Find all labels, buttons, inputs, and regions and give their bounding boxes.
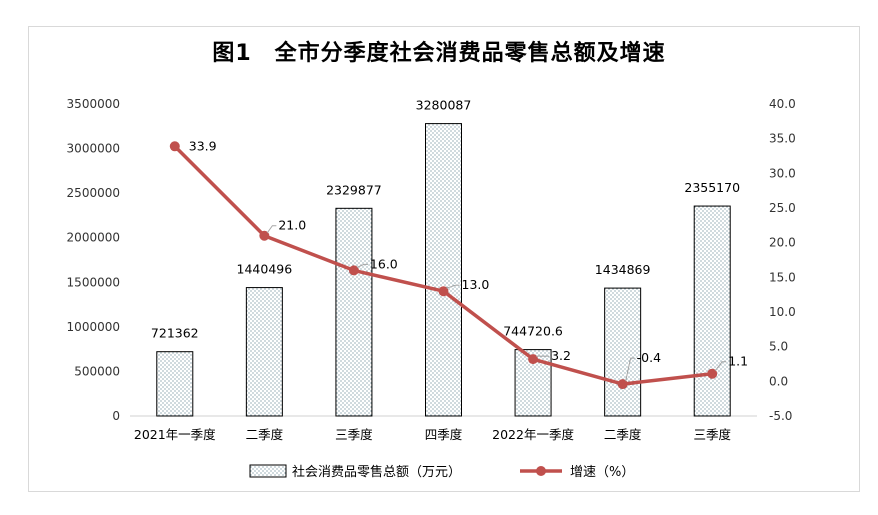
right-tick-label: 20.0 xyxy=(769,236,796,250)
bar-labels: 721362 1440496 2329877 3280087 744720.6 14348… xyxy=(151,98,740,341)
left-tick-label: 3500000 xyxy=(67,97,120,111)
right-tick-label: 35.0 xyxy=(769,132,796,146)
left-tick-label: 1500000 xyxy=(67,275,120,289)
leader-line xyxy=(625,357,635,382)
leader-line xyxy=(266,225,277,234)
legend: 社会消费品零售总额（万元） 增速（%） xyxy=(249,464,634,480)
legend-line-marker xyxy=(536,466,546,476)
bar-data-label: 1434869 xyxy=(595,262,651,277)
bar-data-label: 1440496 xyxy=(237,262,293,277)
line-point xyxy=(528,354,539,365)
bar xyxy=(604,287,642,417)
category-label: 三季度 xyxy=(335,427,373,442)
line-point xyxy=(259,230,270,241)
left-tick-label: 3000000 xyxy=(67,142,120,156)
category-label: 四季度 xyxy=(425,427,463,442)
legend-bar-swatch xyxy=(249,464,287,478)
line-data-label: 33.9 xyxy=(189,138,217,153)
chart-title: 图1 全市分季度社会消费品零售总额及增速 xyxy=(212,41,666,66)
line-data-label: 1.1 xyxy=(728,354,748,369)
bar xyxy=(156,351,194,417)
line-point xyxy=(169,141,180,152)
left-tick-label: 1000000 xyxy=(67,320,120,334)
line-point xyxy=(348,265,359,276)
left-axis: 0 500000 1000000 1500000 2000000 2500000 30000… xyxy=(67,97,757,423)
bar-data-label: 3280087 xyxy=(416,98,472,113)
line-data-label: 21.0 xyxy=(278,218,306,233)
leader-line xyxy=(446,284,460,289)
line-point xyxy=(707,368,718,379)
line-series: 33.9 21.0 16.0 13.0 3.2 -0.4 1.1 xyxy=(169,138,748,390)
category-label: 二季度 xyxy=(604,427,642,442)
line-data-label: 16.0 xyxy=(370,256,398,271)
leader-line xyxy=(714,361,727,372)
left-tick-label: 2500000 xyxy=(67,186,120,200)
category-label: 2021年一季度 xyxy=(134,427,216,442)
right-tick-label: 10.0 xyxy=(769,305,796,319)
bar-data-label: 2329877 xyxy=(326,182,382,197)
bar xyxy=(335,207,373,417)
bar xyxy=(425,123,462,417)
right-tick-label: 40.0 xyxy=(769,97,796,111)
line-data-label: 3.2 xyxy=(551,348,571,363)
category-label: 三季度 xyxy=(693,427,731,442)
bar-data-label: 2355170 xyxy=(684,180,740,195)
right-tick-label: 30.0 xyxy=(769,166,796,180)
right-tick-label: 15.0 xyxy=(769,270,796,284)
right-tick-label: 0.0 xyxy=(769,374,788,388)
legend-bar-label: 社会消费品零售总额（万元） xyxy=(292,464,461,480)
category-label: 2022年一季度 xyxy=(492,427,574,442)
right-tick-label: 5.0 xyxy=(769,340,788,354)
bar xyxy=(693,205,731,417)
left-tick-label: 500000 xyxy=(74,364,120,378)
left-tick-label: 2000000 xyxy=(67,231,120,245)
category-label: 二季度 xyxy=(246,427,284,442)
legend-line-label: 增速（%） xyxy=(570,465,634,480)
line-point xyxy=(617,379,628,390)
bar-data-label: 744720.6 xyxy=(503,324,563,339)
category-axis: 2021年一季度 二季度 三季度 四季度 2022年一季度 二季度 三季度 xyxy=(134,427,732,442)
right-tick-label: 25.0 xyxy=(769,201,796,215)
right-tick-label: -5.0 xyxy=(769,409,792,423)
bar-data-label: 721362 xyxy=(151,326,199,341)
right-axis: -5.0 0.0 5.0 10.0 15.0 20.0 25.0 30.0 35.0 40.0 xyxy=(769,97,796,423)
leader-line xyxy=(356,263,368,268)
bar xyxy=(245,287,283,417)
line-point xyxy=(438,286,449,297)
line-data-label: -0.4 xyxy=(637,350,661,365)
left-tick-label: 0 xyxy=(112,409,120,423)
line-data-label: 13.0 xyxy=(462,277,490,292)
